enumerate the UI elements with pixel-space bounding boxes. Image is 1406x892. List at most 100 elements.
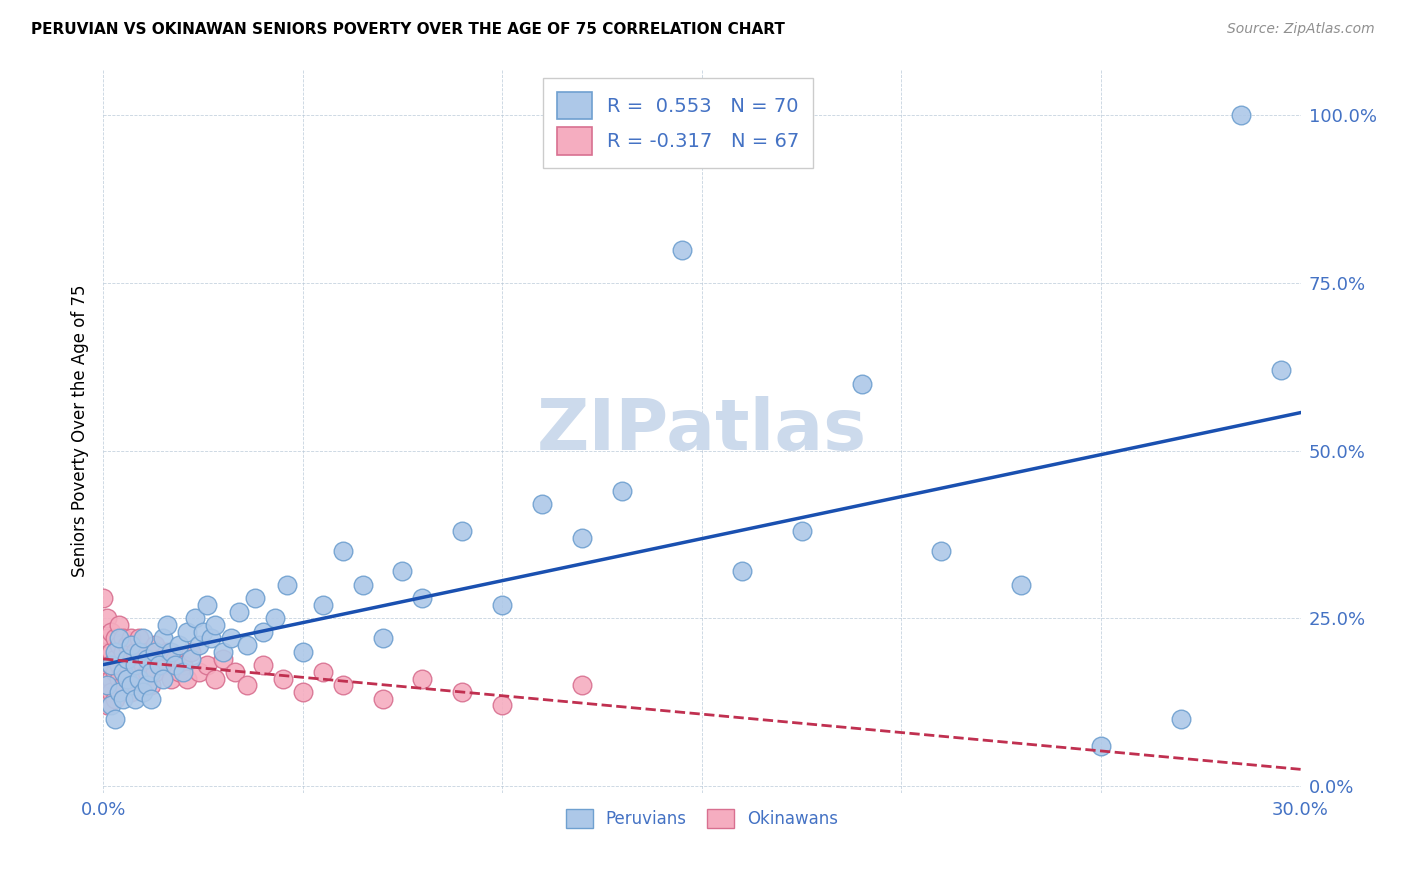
Point	[91, 645, 114, 659]
Point	[156, 618, 179, 632]
Point	[128, 672, 150, 686]
Point	[124, 645, 146, 659]
Point	[451, 524, 474, 538]
Point	[139, 651, 162, 665]
Point	[136, 645, 159, 659]
Point	[212, 645, 235, 659]
Point	[291, 685, 314, 699]
Point	[371, 691, 394, 706]
Point	[104, 691, 127, 706]
Point	[236, 678, 259, 692]
Point	[132, 658, 155, 673]
Point	[96, 658, 118, 673]
Point	[411, 672, 433, 686]
Point	[96, 678, 118, 692]
Point	[104, 712, 127, 726]
Point	[352, 578, 374, 592]
Point	[571, 678, 593, 692]
Point	[276, 578, 298, 592]
Point	[120, 632, 142, 646]
Point	[931, 544, 953, 558]
Point	[1010, 578, 1032, 592]
Point	[160, 672, 183, 686]
Point	[1170, 712, 1192, 726]
Point	[195, 658, 218, 673]
Point	[108, 672, 131, 686]
Point	[224, 665, 246, 679]
Point	[100, 645, 122, 659]
Point	[112, 678, 135, 692]
Text: ZIPatlas: ZIPatlas	[537, 396, 868, 465]
Point	[851, 376, 873, 391]
Point	[191, 624, 214, 639]
Point	[91, 591, 114, 606]
Point	[143, 665, 166, 679]
Point	[108, 632, 131, 646]
Point	[104, 665, 127, 679]
Point	[180, 651, 202, 665]
Point	[271, 672, 294, 686]
Point	[491, 698, 513, 713]
Text: PERUVIAN VS OKINAWAN SENIORS POVERTY OVER THE AGE OF 75 CORRELATION CHART: PERUVIAN VS OKINAWAN SENIORS POVERTY OVE…	[31, 22, 785, 37]
Y-axis label: Seniors Poverty Over the Age of 75: Seniors Poverty Over the Age of 75	[72, 285, 89, 577]
Point	[200, 632, 222, 646]
Point	[411, 591, 433, 606]
Point	[204, 672, 226, 686]
Point	[152, 658, 174, 673]
Point	[610, 483, 633, 498]
Point	[1229, 108, 1251, 122]
Point	[96, 632, 118, 646]
Point	[100, 658, 122, 673]
Point	[96, 678, 118, 692]
Point	[104, 651, 127, 665]
Point	[128, 632, 150, 646]
Point	[100, 685, 122, 699]
Point	[152, 632, 174, 646]
Point	[124, 678, 146, 692]
Point	[371, 632, 394, 646]
Point	[172, 658, 194, 673]
Point	[143, 638, 166, 652]
Point	[115, 651, 138, 665]
Point	[136, 678, 159, 692]
Point	[136, 665, 159, 679]
Point	[139, 691, 162, 706]
Point	[236, 638, 259, 652]
Point	[104, 632, 127, 646]
Point	[172, 665, 194, 679]
Point	[332, 544, 354, 558]
Point	[136, 651, 159, 665]
Point	[263, 611, 285, 625]
Point	[228, 605, 250, 619]
Point	[187, 665, 209, 679]
Point	[156, 645, 179, 659]
Point	[115, 672, 138, 686]
Point	[132, 685, 155, 699]
Point	[160, 645, 183, 659]
Point	[176, 624, 198, 639]
Point	[243, 591, 266, 606]
Point	[120, 638, 142, 652]
Point	[100, 624, 122, 639]
Legend: Peruvians, Okinawans: Peruvians, Okinawans	[560, 803, 845, 835]
Point	[143, 645, 166, 659]
Point	[108, 685, 131, 699]
Point	[120, 678, 142, 692]
Point	[163, 658, 186, 673]
Point	[184, 611, 207, 625]
Point	[96, 611, 118, 625]
Point	[291, 645, 314, 659]
Point	[163, 651, 186, 665]
Point	[112, 632, 135, 646]
Point	[100, 672, 122, 686]
Point	[148, 651, 170, 665]
Point	[252, 624, 274, 639]
Point	[790, 524, 813, 538]
Point	[112, 691, 135, 706]
Point	[108, 638, 131, 652]
Point	[451, 685, 474, 699]
Point	[167, 665, 190, 679]
Point	[128, 651, 150, 665]
Point	[187, 638, 209, 652]
Point	[112, 665, 135, 679]
